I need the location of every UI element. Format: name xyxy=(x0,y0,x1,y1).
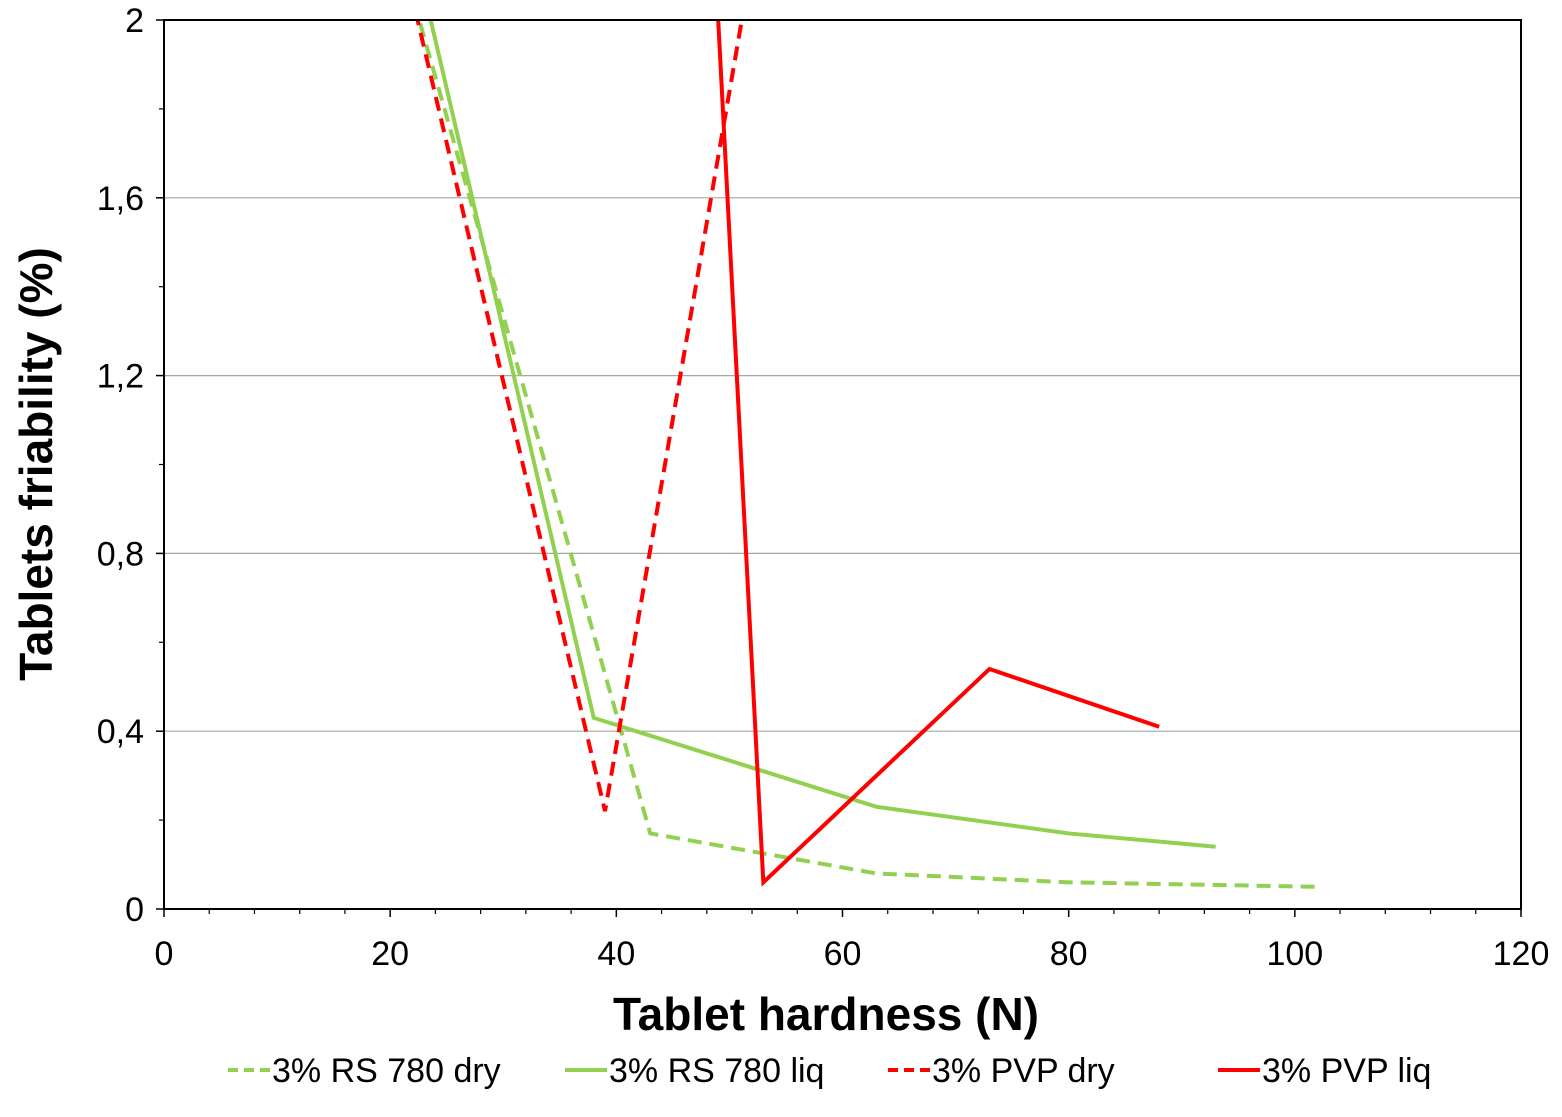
x-tick-label: 120 xyxy=(1493,935,1550,973)
plot-lines xyxy=(415,20,1318,889)
legend-label: 3% PVP liq xyxy=(1262,1052,1431,1090)
legend-label: 3% RS 780 liq xyxy=(609,1052,824,1090)
y-tick-label: 1,2 xyxy=(97,358,144,396)
series-line xyxy=(417,20,1318,889)
x-tick-label: 100 xyxy=(1266,935,1323,973)
y-tick-label: 1,6 xyxy=(97,180,144,218)
series-line xyxy=(428,20,1216,849)
y-tick-label: 0,4 xyxy=(97,713,144,751)
y-tick-label: 2 xyxy=(125,2,144,40)
legend-label: 3% RS 780 dry xyxy=(272,1052,501,1090)
x-tick-label: 60 xyxy=(824,935,862,973)
series-line xyxy=(716,20,1160,887)
plot-frame xyxy=(163,19,1522,910)
x-axis-title: Tablet hardness (N) xyxy=(613,988,1039,1040)
y-tick-label: 0 xyxy=(125,891,144,929)
legend-label: 3% PVP dry xyxy=(932,1052,1115,1090)
x-tick-label: 20 xyxy=(371,935,409,973)
y-tick-label: 0,8 xyxy=(97,535,144,573)
series-line xyxy=(415,20,744,812)
x-tick-label: 80 xyxy=(1050,935,1088,973)
x-tick-label: 40 xyxy=(597,935,635,973)
y-axis-title: Tablets friability (%) xyxy=(10,247,62,681)
x-tick-label: 0 xyxy=(155,935,174,973)
